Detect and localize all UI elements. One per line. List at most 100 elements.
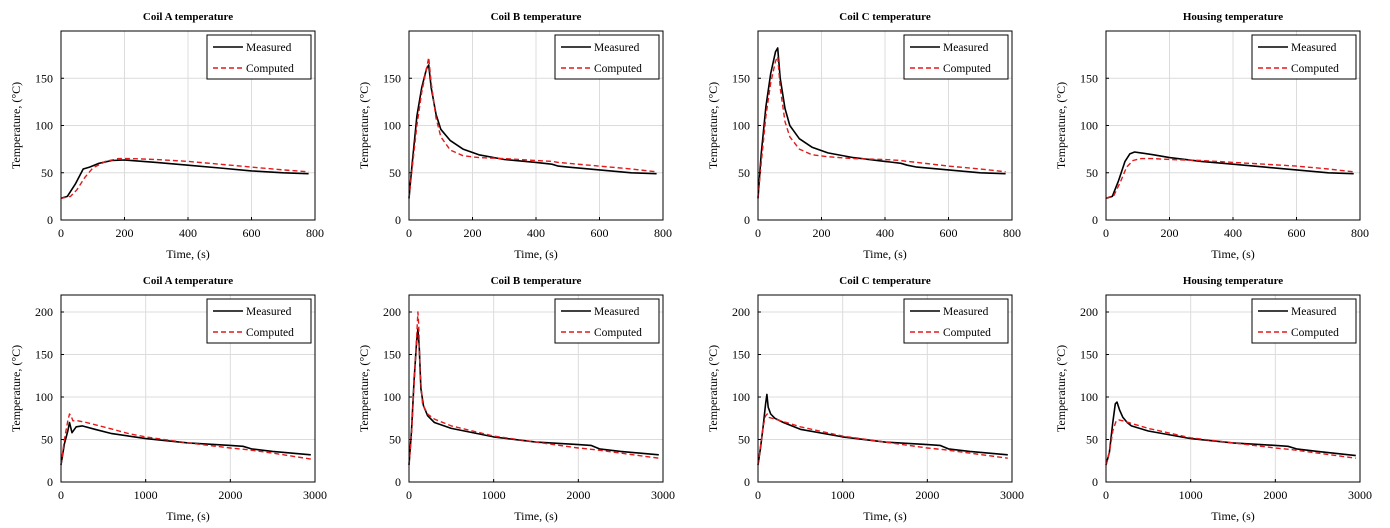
x-tick-label: 3000 bbox=[651, 488, 675, 502]
legend-label: Computed bbox=[246, 63, 294, 75]
y-tick-label: 0 bbox=[395, 213, 401, 227]
series-line-measured bbox=[757, 393, 1008, 466]
legend: Measured Computed bbox=[903, 34, 1009, 80]
y-tick-label: 150 bbox=[732, 71, 750, 85]
x-tick-label: 800 bbox=[654, 226, 672, 240]
x-tick-label: 0 bbox=[755, 226, 761, 240]
legend-label: Computed bbox=[943, 327, 991, 339]
y-axis-label: Temperature, (°C) bbox=[357, 82, 371, 169]
y-axis-label: Temperature, (°C) bbox=[1054, 82, 1068, 169]
y-tick-label: 150 bbox=[1080, 71, 1098, 85]
y-tick-label: 100 bbox=[35, 390, 53, 404]
plot-frame bbox=[757, 294, 1013, 483]
series-line-computed bbox=[60, 157, 309, 199]
chart-panel-6: 0 1000 2000 3000 0 50 100 150 200 Coil B temperat… bbox=[357, 275, 675, 523]
series-line-computed bbox=[408, 311, 659, 466]
x-tick-label: 0 bbox=[58, 226, 64, 240]
x-axis-label: Time, (s) bbox=[863, 509, 907, 523]
y-tick-label: 100 bbox=[1080, 390, 1098, 404]
legend-label: Computed bbox=[943, 63, 991, 75]
x-axis-label: Time, (s) bbox=[514, 247, 558, 261]
y-tick-label: 150 bbox=[35, 348, 53, 362]
y-tick-label: 200 bbox=[383, 305, 401, 319]
legend-label: Measured bbox=[943, 42, 989, 54]
y-axis-label: Temperature, (°C) bbox=[357, 345, 371, 432]
x-tick-label: 1000 bbox=[1179, 488, 1203, 502]
y-tick-label: 0 bbox=[47, 213, 53, 227]
x-tick-label: 2000 bbox=[218, 488, 242, 502]
x-tick-label: 400 bbox=[1224, 226, 1242, 240]
series-line-computed bbox=[1105, 157, 1354, 199]
x-tick-label: 400 bbox=[527, 226, 545, 240]
legend-box bbox=[1251, 298, 1357, 344]
y-tick-label: 200 bbox=[35, 305, 53, 319]
legend-box bbox=[554, 298, 660, 344]
x-tick-label: 3000 bbox=[1000, 488, 1024, 502]
x-tick-label: 200 bbox=[1161, 226, 1179, 240]
chart-panel-8: 0 1000 2000 3000 0 50 100 150 200 Housing tempera… bbox=[1054, 275, 1372, 523]
legend-label: Computed bbox=[594, 63, 642, 75]
chart-title: Coil A temperature bbox=[143, 275, 233, 287]
y-axis-label: Temperature, (°C) bbox=[706, 82, 720, 169]
y-tick-label: 100 bbox=[383, 390, 401, 404]
legend: Measured Computed bbox=[206, 298, 312, 344]
legend-box bbox=[554, 34, 660, 80]
y-tick-label: 50 bbox=[41, 433, 53, 447]
legend-label: Measured bbox=[594, 306, 640, 318]
chart-title: Coil A temperature bbox=[143, 11, 233, 23]
x-tick-label: 2000 bbox=[1263, 488, 1287, 502]
series-line-measured bbox=[1105, 151, 1354, 200]
series-line-computed bbox=[60, 413, 311, 466]
x-tick-label: 600 bbox=[940, 226, 958, 240]
chart-panel-4: 0 200 400 600 800 0 50 100 150 Housing temperatur… bbox=[1054, 11, 1369, 261]
y-tick-label: 150 bbox=[732, 348, 750, 362]
y-tick-label: 0 bbox=[744, 475, 750, 489]
x-tick-label: 200 bbox=[464, 226, 482, 240]
y-tick-label: 50 bbox=[738, 433, 750, 447]
x-axis-label: Time, (s) bbox=[1211, 247, 1255, 261]
chart-title: Coil B temperature bbox=[491, 11, 582, 23]
x-axis-label: Time, (s) bbox=[166, 509, 210, 523]
series-line-measured bbox=[757, 47, 1006, 199]
x-axis-label: Time, (s) bbox=[514, 509, 558, 523]
series-line-computed bbox=[408, 56, 657, 199]
legend-box bbox=[903, 298, 1009, 344]
chart-title: Housing temperature bbox=[1183, 11, 1283, 23]
y-tick-label: 50 bbox=[1086, 433, 1098, 447]
x-tick-label: 2000 bbox=[915, 488, 939, 502]
legend-label: Measured bbox=[1291, 42, 1337, 54]
plot-frame bbox=[408, 294, 664, 483]
y-tick-label: 0 bbox=[47, 475, 53, 489]
y-tick-label: 200 bbox=[732, 305, 750, 319]
chart-title: Coil C temperature bbox=[839, 275, 931, 287]
y-tick-label: 150 bbox=[35, 71, 53, 85]
y-tick-label: 0 bbox=[1092, 475, 1098, 489]
legend: Measured Computed bbox=[554, 298, 660, 344]
y-axis-label: Temperature, (°C) bbox=[1054, 345, 1068, 432]
legend-label: Computed bbox=[1291, 327, 1339, 339]
x-tick-label: 600 bbox=[591, 226, 609, 240]
legend-box bbox=[903, 34, 1009, 80]
y-axis-label: Temperature, (°C) bbox=[9, 82, 23, 169]
legend: Measured Computed bbox=[206, 34, 312, 80]
x-tick-label: 200 bbox=[116, 226, 134, 240]
legend-label: Measured bbox=[943, 306, 989, 318]
legend: Measured Computed bbox=[554, 34, 660, 80]
y-tick-label: 100 bbox=[383, 119, 401, 133]
legend-label: Measured bbox=[594, 42, 640, 54]
series-line-measured bbox=[60, 421, 311, 466]
y-tick-label: 200 bbox=[1080, 305, 1098, 319]
y-tick-label: 0 bbox=[395, 475, 401, 489]
y-tick-label: 50 bbox=[389, 166, 401, 180]
x-tick-label: 2000 bbox=[566, 488, 590, 502]
y-axis-label: Temperature, (°C) bbox=[706, 345, 720, 432]
chart-title: Coil B temperature bbox=[491, 275, 582, 287]
chart-panel-7: 0 1000 2000 3000 0 50 100 150 200 Coil C temperat… bbox=[706, 275, 1024, 523]
legend-box bbox=[1251, 34, 1357, 80]
y-tick-label: 50 bbox=[41, 166, 53, 180]
series-line-computed bbox=[757, 413, 1008, 466]
x-tick-label: 600 bbox=[243, 226, 261, 240]
y-tick-label: 50 bbox=[1086, 166, 1098, 180]
x-tick-label: 600 bbox=[1288, 226, 1306, 240]
